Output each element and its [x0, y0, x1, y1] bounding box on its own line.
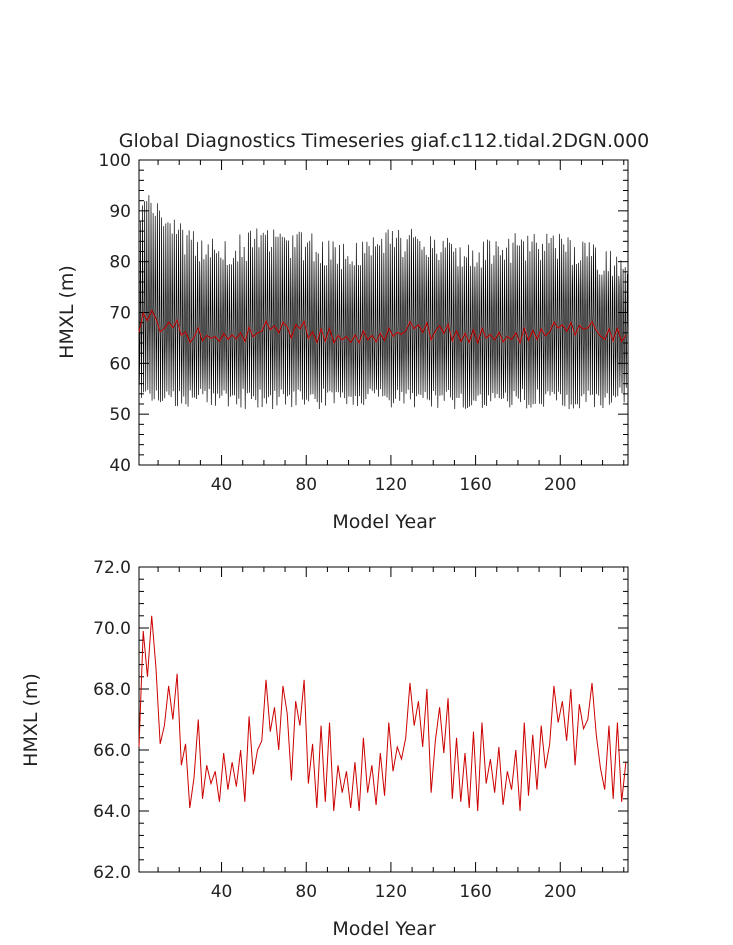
top-y-tick-label: 70: [109, 304, 131, 324]
bottom-y-tick-label: 70.0: [93, 619, 131, 639]
top-y-tick-label: 80: [109, 253, 131, 273]
bottom-x-tick-label: 120: [375, 882, 407, 902]
bottom-plot-frame: [138, 566, 629, 873]
top-axis-ticks: 40 50 60 70 80 90 100 40 80 120 160 200: [99, 151, 628, 495]
bottom-chart-panel: 62.0 64.0 66.0 68.0 70.0 72.0 40 80 120 160 200 Mo…: [20, 558, 629, 940]
top-x-tick-label: 200: [544, 475, 576, 495]
top-series-group: [138, 195, 629, 410]
bottom-y-axis-label: HMXL (m): [20, 673, 42, 767]
annual-series-line: [138, 615, 627, 812]
top-y-tick-label: 40: [109, 456, 131, 476]
top-y-axis-label: HMXL (m): [56, 265, 78, 359]
bottom-y-tick-label: 68.0: [93, 680, 131, 700]
top-x-axis-label: Model Year: [332, 511, 436, 533]
bottom-series-group: [138, 615, 627, 812]
bottom-y-tick-label: 72.0: [93, 558, 131, 578]
top-y-tick-label: 60: [109, 354, 131, 374]
bottom-x-tick-label: 40: [211, 882, 233, 902]
annual-series-line: [138, 309, 627, 345]
top-y-tick-label: 90: [109, 202, 131, 222]
top-x-tick-label: 120: [375, 475, 407, 495]
top-y-tick-label: 50: [109, 405, 131, 425]
bottom-y-tick-label: 62.0: [93, 863, 131, 883]
top-x-tick-label: 40: [211, 475, 233, 495]
top-y-tick-label: 100: [99, 151, 131, 171]
top-x-tick-label: 80: [295, 475, 317, 495]
bottom-axis-ticks: 62.0 64.0 66.0 68.0 70.0 72.0 40 80 120 160 200: [93, 558, 628, 902]
monthly-series-line: [138, 195, 629, 410]
bottom-y-tick-label: 66.0: [93, 741, 131, 761]
top-x-tick-label: 160: [459, 475, 491, 495]
bottom-y-tick-label: 64.0: [93, 802, 131, 822]
bottom-x-tick-label: 80: [295, 882, 317, 902]
bottom-x-axis-label: Model Year: [332, 918, 436, 940]
bottom-x-tick-label: 200: [544, 882, 576, 902]
chart-title: Global Diagnostics Timeseries giaf.c112.…: [119, 130, 650, 152]
bottom-x-tick-label: 160: [459, 882, 491, 902]
